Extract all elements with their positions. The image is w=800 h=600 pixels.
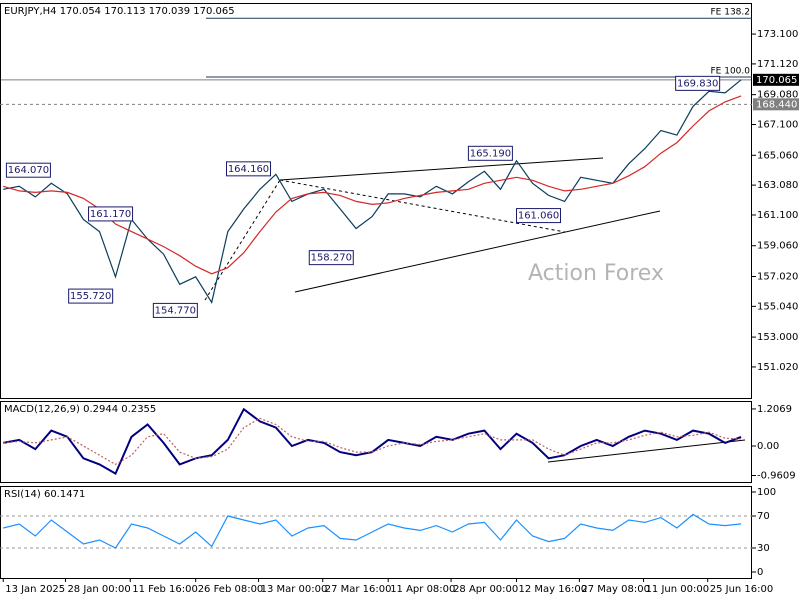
series-line <box>3 513 742 549</box>
x-tick-label: 11 Apr 08:00 <box>390 584 455 595</box>
y-tick-label: 171.120 <box>757 59 798 70</box>
price-box <box>753 73 799 86</box>
annotation-box <box>68 288 114 304</box>
x-tick-label: 28 Apr 00:00 <box>453 584 518 595</box>
price-box <box>753 98 799 111</box>
y-tick-label: 70 <box>757 511 770 522</box>
annotation-box <box>467 145 513 161</box>
annotation-box <box>225 161 271 177</box>
y-tick-label: 0.00 <box>757 441 779 452</box>
x-tick-label: 11 Jun 00:00 <box>646 584 710 595</box>
x-tick-label: 27 Mar 16:00 <box>325 584 392 595</box>
annotation-box <box>516 208 562 224</box>
annotation-label: 169.830 <box>677 78 718 89</box>
main-panel <box>0 3 752 399</box>
y-tick-label: 173.100 <box>757 29 798 40</box>
x-tick-label: 13 Mar 00:00 <box>261 584 328 595</box>
price-label: 168.440 <box>756 99 797 110</box>
y-tick-label: 1.2069 <box>757 404 792 415</box>
y-tick-label: 165.060 <box>757 150 798 161</box>
annotation-label: 161.060 <box>518 211 559 222</box>
series-line <box>3 417 742 466</box>
annotation-box <box>5 162 51 178</box>
x-tick-label: 13 Jan 2025 <box>5 584 65 595</box>
series-line <box>3 95 742 275</box>
x-tick-label: 27 May 08:00 <box>581 584 650 595</box>
y-tick-label: 0 <box>757 567 763 578</box>
annotation-label: 164.160 <box>228 164 269 175</box>
trendline <box>547 439 746 463</box>
annotation-label: 158.270 <box>311 253 352 264</box>
annotation-box <box>88 206 134 222</box>
series-line <box>3 79 742 304</box>
annotation-box <box>675 75 721 91</box>
annotation-label: 165.190 <box>470 148 511 159</box>
fe-label: FE 100.0 <box>711 67 751 77</box>
y-tick-label: 169.080 <box>757 90 798 101</box>
x-tick-label: 28 Jan 00:00 <box>67 584 130 595</box>
price-label: 170.065 <box>756 75 797 86</box>
annotation-label: 154.770 <box>155 305 196 316</box>
annotation-label: 164.070 <box>8 165 49 176</box>
annotation-box <box>152 302 198 318</box>
rsi-panel <box>0 486 752 579</box>
trendline <box>279 179 566 233</box>
y-tick-label: 153.000 <box>757 332 798 343</box>
y-tick-label: 151.020 <box>757 362 798 373</box>
watermark: Action Forex <box>528 261 664 286</box>
y-tick-label: 161.100 <box>757 210 798 221</box>
x-tick-label: 26 Feb 08:00 <box>198 584 264 595</box>
x-tick-label: 11 Feb 16:00 <box>132 584 198 595</box>
fe-label: FE 138.2 <box>711 8 751 18</box>
panel-title: RSI(14) 60.1471 <box>4 489 85 500</box>
panel-frames <box>0 3 752 579</box>
trendline <box>279 157 604 181</box>
trendline <box>294 210 661 293</box>
y-tick-label: 163.080 <box>757 180 798 191</box>
x-tick-label: 12 May 16:00 <box>519 584 588 595</box>
y-tick-label: 155.040 <box>757 301 798 312</box>
y-tick-label: 30 <box>757 543 770 554</box>
y-tick-label: 167.100 <box>757 120 798 131</box>
y-tick-label: 159.060 <box>757 241 798 252</box>
annotation-box <box>308 250 354 266</box>
panel-title: EURJPY,H4 170.054 170.113 170.039 170.06… <box>4 6 235 17</box>
macd-panel <box>0 401 752 483</box>
annotation-label: 161.170 <box>90 209 131 220</box>
annotation-label: 155.720 <box>70 291 111 302</box>
panel-title: MACD(12,26,9) 0.2944 0.2355 <box>4 404 156 415</box>
y-tick-label: -0.9609 <box>757 470 796 481</box>
x-tick-label: 25 Jun 16:00 <box>710 584 774 595</box>
y-tick-label: 100 <box>757 487 776 498</box>
y-tick-label: 157.020 <box>757 271 798 282</box>
trendlines <box>204 157 746 463</box>
